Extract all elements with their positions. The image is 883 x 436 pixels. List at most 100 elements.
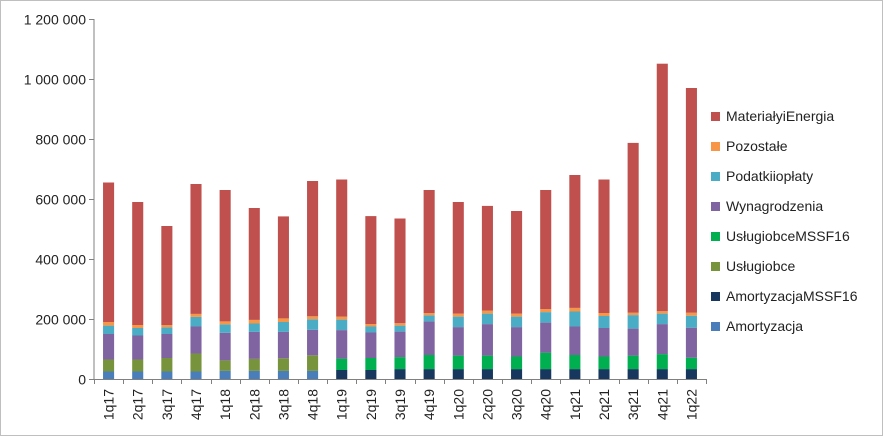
bar-segment <box>452 369 464 379</box>
bar-segment <box>685 88 697 313</box>
bar-segment <box>219 190 231 322</box>
bar-segment <box>656 311 668 314</box>
legend-label: Podatkiiopłaty <box>726 168 814 184</box>
legend-label: Amortyzacja <box>726 318 804 334</box>
bar-segment <box>219 332 231 361</box>
bar-segment <box>190 313 202 317</box>
bar-segment <box>307 370 319 379</box>
bar-segment <box>452 355 464 370</box>
bar-segment <box>627 355 639 370</box>
y-axis: 0 200 000 400 000 600 000 800 000 1 000 000 1 … <box>24 12 95 388</box>
bar-segment <box>656 63 668 312</box>
bar-segment <box>423 321 435 355</box>
bar-segment <box>540 312 552 323</box>
bar-segment <box>481 369 493 379</box>
bar-segment <box>336 179 348 317</box>
bar-segment <box>190 184 202 314</box>
bar-segment <box>598 313 610 316</box>
bar-segment <box>336 330 348 359</box>
bar-segment <box>219 321 231 325</box>
bar-segment <box>569 311 581 327</box>
bar-segment <box>423 355 435 370</box>
bar-segment <box>161 226 173 325</box>
legend: MateriałyiEnergia Pozostałe Podatkiiopłaty… <box>711 101 881 341</box>
legend-item: Podatkiiopłaty <box>711 161 881 191</box>
bar-segment <box>394 369 406 379</box>
x-tick-label: 4q20 <box>538 389 554 420</box>
bar-segment <box>423 369 435 379</box>
bar-segment <box>540 322 552 353</box>
y-tick-label: 200 000 <box>35 312 86 328</box>
bar-segment <box>132 359 144 372</box>
bar-segment <box>103 322 115 326</box>
legend-item: Usługiobce <box>711 251 881 281</box>
bar-segment <box>190 316 202 327</box>
bar-segment <box>248 319 260 324</box>
bar-segment <box>569 355 581 370</box>
bar-segment <box>307 181 319 317</box>
legend-swatch <box>711 201 720 211</box>
x-axis: 1q17 2q17 3q17 4q17 1q18 2q18 3q18 4q18 1q19 2q19… <box>94 379 707 420</box>
bar-segment <box>598 369 610 379</box>
bar-segment <box>598 328 610 357</box>
bar-segment <box>161 327 173 334</box>
bar-segment <box>103 325 115 334</box>
bar-segment <box>511 313 523 317</box>
bar-segment <box>656 313 668 325</box>
legend-swatch <box>711 111 720 121</box>
legend-swatch <box>711 291 720 301</box>
bar-segment <box>569 307 581 312</box>
bar-segment <box>248 331 260 359</box>
bar-segment <box>394 323 406 326</box>
bar-segment <box>569 175 581 308</box>
bar-segment <box>627 315 639 329</box>
x-tick-label: 3q17 <box>159 389 175 420</box>
bar-segment <box>627 142 639 313</box>
x-tick-label: 1q20 <box>450 389 466 420</box>
bar-segment <box>132 202 144 325</box>
y-tick-label: 800 000 <box>35 132 86 148</box>
x-tick-label: 3q20 <box>509 389 525 420</box>
bar-segment <box>540 369 552 379</box>
bar-segment <box>511 211 523 314</box>
legend-label: UsługiobceMSSF16 <box>726 228 850 244</box>
legend-label: AmortyzacjaMSSF16 <box>726 288 858 304</box>
bar-segment <box>132 325 144 328</box>
x-tick-label: 1q19 <box>334 389 350 420</box>
bar-segment <box>394 325 406 332</box>
bar-segment <box>365 324 377 327</box>
bar-segment <box>394 357 406 370</box>
legend-label: Pozostałe <box>726 138 788 154</box>
bar-segment <box>540 309 552 313</box>
bar-segment <box>511 316 523 328</box>
legend-swatch <box>711 171 720 181</box>
bar-segment <box>248 323 260 332</box>
bar-segment <box>307 355 319 371</box>
bar-segment <box>365 326 377 333</box>
bar-segment <box>161 334 173 358</box>
legend-swatch <box>711 321 720 331</box>
x-tick-label: 1q17 <box>101 389 117 420</box>
bar-segment <box>103 182 115 322</box>
x-tick-label: 2q18 <box>246 389 262 420</box>
bar-segment <box>161 371 173 379</box>
bar-segment <box>685 312 697 316</box>
legend-swatch <box>711 231 720 241</box>
x-tick-label: 3q18 <box>275 389 291 420</box>
bar-segment <box>132 328 144 336</box>
bar-segment <box>627 328 639 356</box>
bar-segment <box>365 332 377 358</box>
legend-item: Pozostałe <box>711 131 881 161</box>
legend-item: UsługiobceMSSF16 <box>711 221 881 251</box>
bar-segment <box>277 216 289 319</box>
y-tick-label: 0 <box>78 372 86 388</box>
bar-segment <box>307 316 319 320</box>
bar-segment <box>481 205 493 311</box>
bar-segment <box>685 369 697 379</box>
y-tick-label: 400 000 <box>35 252 86 268</box>
legend-item: MateriałyiEnergia <box>711 101 881 131</box>
bar-segment <box>277 322 289 332</box>
bar-segment <box>569 369 581 379</box>
